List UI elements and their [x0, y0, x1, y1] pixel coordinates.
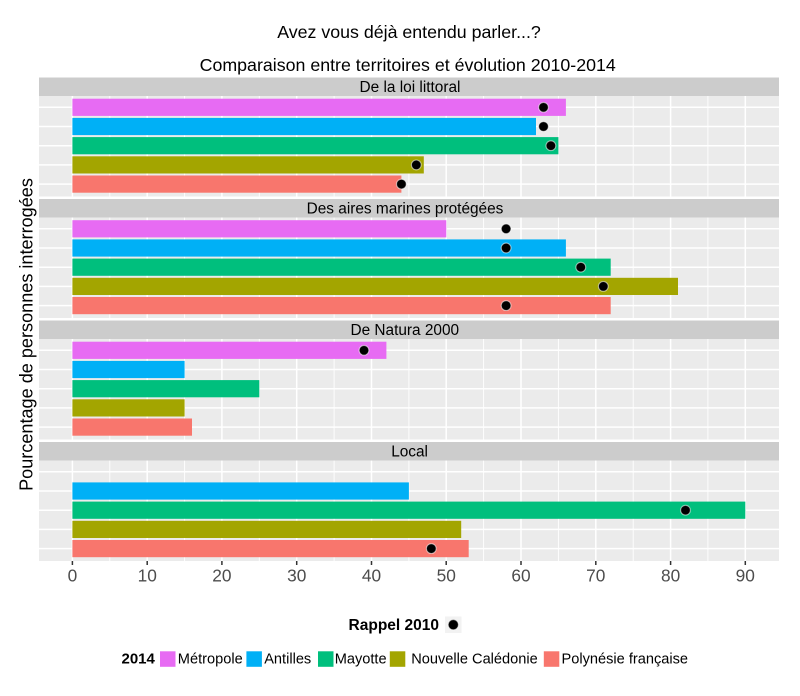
svg-text:De Natura 2000: De Natura 2000 [350, 322, 459, 339]
svg-text:Pourcentage de personnes inter: Pourcentage de personnes interrogées [17, 178, 37, 491]
svg-text:Métropole: Métropole [178, 651, 243, 667]
svg-text:40: 40 [362, 566, 381, 586]
svg-text:Mayotte: Mayotte [335, 651, 387, 667]
svg-text:90: 90 [736, 566, 755, 586]
svg-text:50: 50 [437, 566, 456, 586]
svg-text:10: 10 [138, 566, 157, 586]
svg-text:2014: 2014 [122, 650, 156, 667]
svg-text:Polynésie française: Polynésie française [562, 651, 689, 667]
svg-text:0: 0 [68, 566, 78, 586]
svg-text:30: 30 [287, 566, 306, 586]
svg-text:20: 20 [212, 566, 231, 586]
svg-text:Local: Local [391, 443, 428, 460]
svg-text:Nouvelle Calédonie: Nouvelle Calédonie [411, 651, 538, 667]
svg-text:Rappel 2010: Rappel 2010 [349, 617, 439, 634]
svg-text:Comparaison entre territoires: Comparaison entre territoires et évoluti… [200, 55, 616, 75]
svg-text:80: 80 [661, 566, 680, 586]
svg-text:70: 70 [586, 566, 605, 586]
svg-text:Avez vous déjà entendu parler.: Avez vous déjà entendu parler...? [277, 22, 541, 42]
svg-text:De la loi littoral: De la loi littoral [360, 79, 461, 96]
svg-text:60: 60 [511, 566, 530, 586]
svg-text:Antilles: Antilles [264, 651, 311, 667]
svg-text:Des aires marines protégées: Des aires marines protégées [307, 200, 504, 217]
